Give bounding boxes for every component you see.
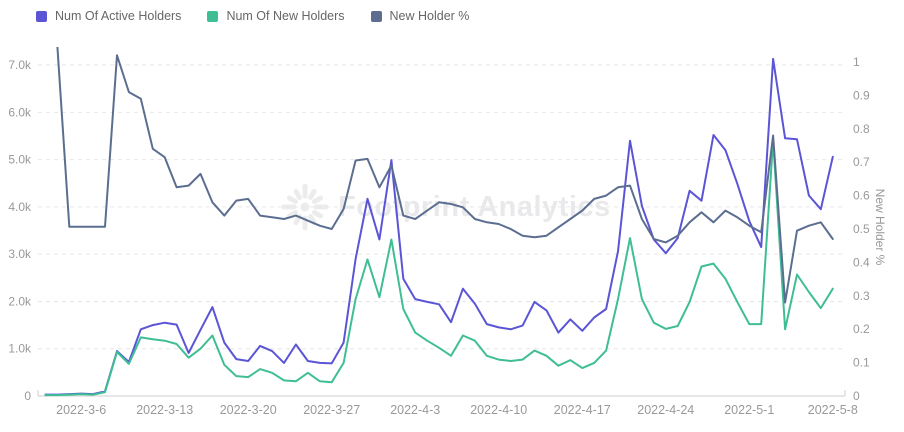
svg-text:0.3: 0.3 bbox=[853, 289, 870, 303]
svg-text:2022-3-13: 2022-3-13 bbox=[136, 403, 193, 417]
svg-text:0: 0 bbox=[853, 389, 860, 403]
legend-item-new-holder-pct[interactable]: New Holder % bbox=[370, 9, 470, 23]
svg-text:2022-3-27: 2022-3-27 bbox=[303, 403, 360, 417]
series-line-new-holder-[interactable] bbox=[45, 0, 834, 304]
svg-text:0.9: 0.9 bbox=[853, 88, 870, 102]
series-line-num-of-new-holders[interactable] bbox=[44, 139, 834, 397]
svg-text:2.0k: 2.0k bbox=[8, 294, 32, 308]
svg-text:4.0k: 4.0k bbox=[8, 200, 32, 214]
svg-text:1: 1 bbox=[853, 55, 860, 69]
svg-text:0: 0 bbox=[24, 389, 31, 403]
svg-text:2022-4-10: 2022-4-10 bbox=[470, 403, 527, 417]
svg-text:0.7: 0.7 bbox=[853, 155, 870, 169]
legend-label-new-holders: Num Of New Holders bbox=[226, 9, 345, 23]
x-axis bbox=[37, 390, 846, 397]
svg-text:2022-5-8: 2022-5-8 bbox=[808, 403, 858, 417]
x-axis-labels: 2022-3-6 2022-3-13 2022-3-20 2022-3-27 2022-… bbox=[56, 403, 858, 417]
svg-text:5.0k: 5.0k bbox=[8, 153, 32, 167]
svg-text:2022-5-1: 2022-5-1 bbox=[724, 403, 774, 417]
svg-text:2022-4-3: 2022-4-3 bbox=[390, 403, 440, 417]
svg-text:3.0k: 3.0k bbox=[8, 247, 32, 261]
svg-text:2022-3-20: 2022-3-20 bbox=[220, 403, 277, 417]
svg-text:0.2: 0.2 bbox=[853, 322, 870, 336]
legend-label-active-holders: Num Of Active Holders bbox=[55, 9, 182, 23]
svg-text:0.6: 0.6 bbox=[853, 189, 870, 203]
y-axis-left-labels: 0 1.0k 2.0k 3.0k 4.0k 5.0k 6.0k 7.0k bbox=[8, 58, 32, 403]
legend-item-active-holders[interactable]: Num Of Active Holders bbox=[36, 10, 181, 23]
svg-text:2022-4-24: 2022-4-24 bbox=[637, 403, 694, 417]
legend-item-new-holders[interactable]: Num Of New Holders bbox=[207, 9, 345, 23]
svg-text:6.0k: 6.0k bbox=[8, 105, 32, 119]
svg-text:0.5: 0.5 bbox=[853, 222, 870, 236]
legend-label-new-holder-pct: New Holder % bbox=[389, 9, 470, 23]
svg-text:2022-4-17: 2022-4-17 bbox=[554, 403, 611, 417]
svg-text:7.0k: 7.0k bbox=[8, 58, 32, 72]
legend-swatch-new-holders bbox=[207, 10, 219, 22]
series-line-num-of-active-holders[interactable] bbox=[44, 57, 834, 396]
legend-swatch-new-holder-pct bbox=[370, 10, 382, 22]
y-axis-right-title: New Holder % bbox=[873, 189, 887, 266]
svg-text:1.0k: 1.0k bbox=[8, 342, 32, 356]
svg-text:0.1: 0.1 bbox=[853, 356, 870, 370]
legend: Num Of Active Holders Num Of New Holders… bbox=[36, 10, 469, 23]
svg-text:0.4: 0.4 bbox=[853, 255, 870, 269]
svg-text:2022-3-6: 2022-3-6 bbox=[56, 403, 106, 417]
svg-text:0.8: 0.8 bbox=[853, 122, 870, 136]
y-axis-right-labels: 0 0.1 0.2 0.3 0.4 0.5 0.6 0.7 0.8 0.9 1 bbox=[853, 55, 870, 403]
legend-swatch-active-holders bbox=[36, 10, 47, 22]
